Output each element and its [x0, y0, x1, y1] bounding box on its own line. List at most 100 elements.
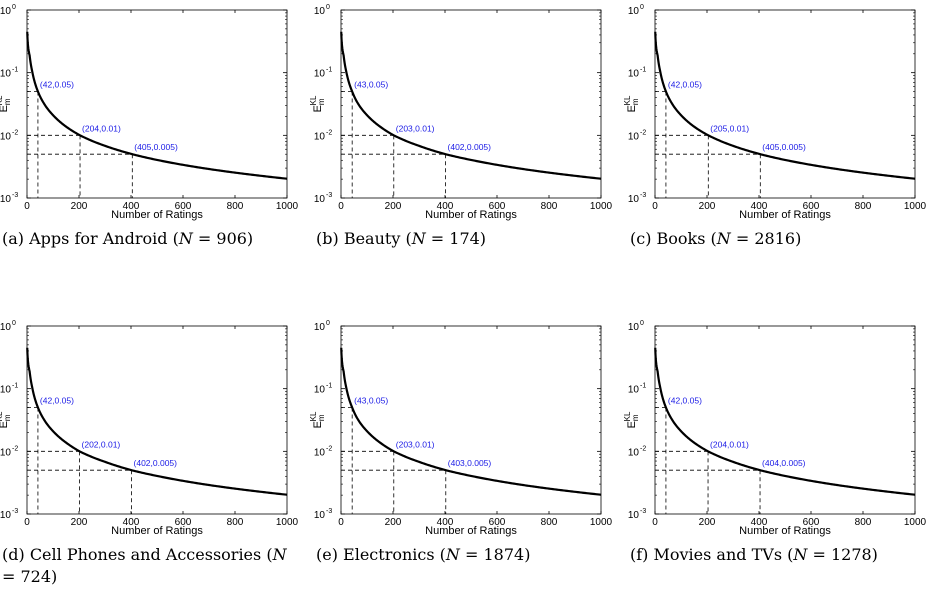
y-tick-exponent: 0 — [640, 4, 644, 11]
x-tick-label: 0 — [338, 201, 344, 212]
point-annotation: (202,0.01) — [82, 439, 121, 449]
x-tick-label: 1000 — [904, 517, 927, 528]
ekl-curve — [340, 31, 602, 180]
x-tick-label: 600 — [175, 517, 192, 528]
x-tick-label: 200 — [699, 517, 716, 528]
plot-area — [340, 325, 602, 515]
subfigure-caption: (c) Books (N = 2816) — [630, 228, 930, 250]
caption-variable: N — [411, 229, 426, 248]
x-axis-label: Number of Ratings — [739, 525, 831, 537]
caption-text: (c) Books ( — [630, 229, 717, 248]
y-tick-label: 10 — [0, 447, 11, 458]
x-tick-label: 0 — [652, 201, 658, 212]
subfigure-caption: (f) Movies and TVs (N = 1278) — [630, 544, 930, 566]
y-tick-label: 10 — [314, 322, 326, 333]
x-tick-label: 800 — [227, 517, 244, 528]
y-tick-exponent: -3 — [326, 508, 332, 515]
ekl-curve — [654, 347, 916, 496]
y-tick-exponent: -3 — [640, 192, 646, 199]
x-tick-label: 200 — [71, 201, 88, 212]
x-axis-label: Number of Ratings — [425, 525, 517, 537]
y-axis-label-sup: KL — [623, 95, 632, 105]
y-tick-exponent: -1 — [12, 383, 18, 390]
y-axis-label: EmKL — [623, 95, 640, 112]
y-tick-label: 10 — [628, 510, 640, 521]
y-tick-label: 10 — [0, 131, 11, 142]
y-tick-label: 10 — [628, 322, 640, 333]
y-tick-exponent: -2 — [12, 445, 18, 452]
y-axis-label-sub: m — [3, 98, 12, 105]
y-tick-label: 10 — [0, 194, 11, 205]
y-axis-label-main: E — [0, 421, 10, 428]
plot-area — [654, 325, 916, 515]
x-tick-label: 400 — [751, 517, 768, 528]
x-tick-label: 400 — [437, 517, 454, 528]
y-tick-label: 10 — [628, 69, 640, 80]
y-axis-label-main: E — [312, 421, 324, 428]
plot-area — [654, 9, 916, 199]
y-tick-label: 10 — [314, 194, 326, 205]
y-axis-label-sup: KL — [0, 411, 4, 421]
y-tick-label: 10 — [314, 69, 326, 80]
y-tick-label: 10 — [628, 385, 640, 396]
y-axis-label-sup: KL — [623, 411, 632, 421]
point-annotation: (42,0.05) — [668, 80, 702, 90]
x-tick-label: 800 — [855, 517, 872, 528]
y-axis-label-main: E — [0, 105, 10, 112]
y-tick-exponent: -2 — [326, 129, 332, 136]
point-annotation: (204,0.01) — [82, 123, 121, 133]
point-annotation: (204,0.01) — [710, 439, 749, 449]
x-axis-label: Number of Ratings — [739, 209, 831, 221]
point-annotation: (403,0.005) — [448, 458, 492, 468]
caption-count: = 906) — [192, 229, 254, 248]
x-tick-label: 400 — [751, 201, 768, 212]
y-axis-label: EmKL — [0, 411, 12, 428]
caption-text: (b) Beauty ( — [316, 229, 412, 248]
ekl-curve — [26, 31, 288, 180]
x-tick-label: 1000 — [590, 517, 613, 528]
caption-count: = 174) — [425, 229, 487, 248]
y-axis-label-sub: m — [631, 414, 640, 421]
x-tick-label: 200 — [699, 201, 716, 212]
subfigure-caption: (b) Beauty (N = 174) — [316, 228, 616, 250]
x-tick-label: 1000 — [276, 201, 299, 212]
x-tick-label: 200 — [385, 517, 402, 528]
subfigure-caption: (d) Cell Phones and Accessories (N = 724… — [2, 544, 302, 588]
x-tick-label: 600 — [489, 517, 506, 528]
y-axis-label-main: E — [626, 105, 638, 112]
y-axis-label-sup: KL — [0, 95, 4, 105]
y-tick-exponent: -3 — [326, 192, 332, 199]
y-tick-exponent: -1 — [326, 67, 332, 74]
x-tick-label: 0 — [652, 517, 658, 528]
y-axis-label-sub: m — [317, 414, 326, 421]
y-tick-label: 10 — [314, 131, 326, 142]
y-axis-label-main: E — [312, 105, 324, 112]
y-tick-label: 10 — [628, 131, 640, 142]
point-annotation: (205,0.01) — [710, 123, 749, 133]
y-tick-exponent: -2 — [640, 445, 646, 452]
x-tick-label: 200 — [385, 201, 402, 212]
x-tick-label: 800 — [227, 201, 244, 212]
y-tick-exponent: -2 — [640, 129, 646, 136]
y-tick-label: 10 — [0, 510, 11, 521]
x-tick-label: 600 — [175, 201, 192, 212]
caption-count: = 724) — [2, 567, 58, 586]
subfigure-caption: (e) Electronics (N = 1874) — [316, 544, 616, 566]
y-axis-label: EmKL — [623, 411, 640, 428]
x-tick-label: 600 — [489, 201, 506, 212]
ekl-curve — [654, 31, 916, 180]
y-tick-label: 10 — [314, 510, 326, 521]
y-tick-label: 10 — [628, 6, 640, 17]
y-tick-label: 10 — [0, 6, 11, 17]
point-annotation: (402,0.005) — [448, 142, 492, 152]
y-tick-label: 10 — [628, 194, 640, 205]
y-tick-exponent: 0 — [12, 320, 16, 327]
x-tick-label: 400 — [123, 517, 140, 528]
point-annotation: (203,0.01) — [396, 439, 435, 449]
caption-variable: N — [178, 229, 193, 248]
y-axis-label: EmKL — [309, 95, 326, 112]
